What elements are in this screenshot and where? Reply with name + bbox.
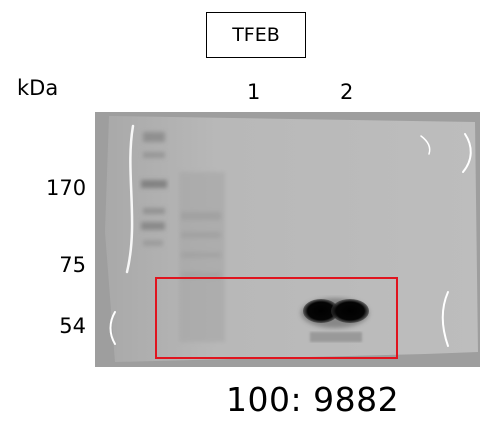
- ratio-label: 100: 9882: [226, 380, 400, 419]
- western-blot-image: [95, 112, 480, 367]
- title-label: TFEB: [232, 24, 280, 46]
- lane-2-band: [301, 298, 369, 342]
- marker-54: 54: [59, 314, 86, 338]
- ladder-lane: [141, 132, 167, 246]
- lane-label-1: 1: [247, 80, 261, 104]
- lane-1-smear: [179, 172, 225, 342]
- unit-label: kDa: [17, 76, 59, 100]
- lane-label-2: 2: [340, 80, 354, 104]
- marker-75: 75: [59, 253, 86, 277]
- marker-170: 170: [46, 176, 87, 200]
- highlight-box: [155, 277, 398, 359]
- edge-artifacts: [109, 124, 472, 347]
- title-box: TFEB: [206, 12, 306, 58]
